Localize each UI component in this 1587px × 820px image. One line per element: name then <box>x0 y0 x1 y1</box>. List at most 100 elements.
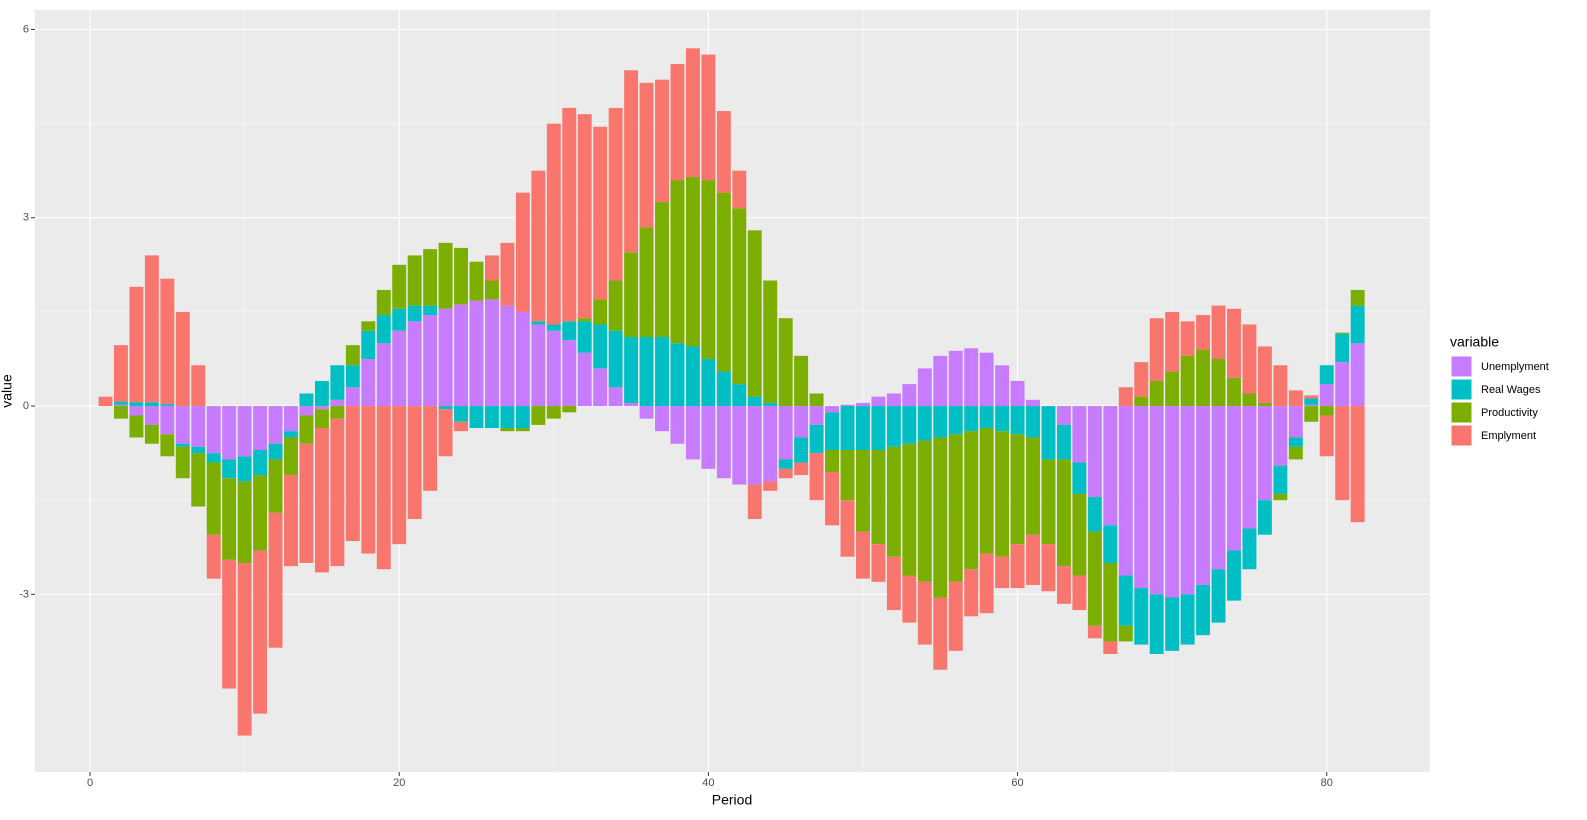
bar-segment <box>438 308 453 407</box>
x-tick-label: 0 <box>87 777 93 789</box>
bar-segment <box>1304 398 1319 405</box>
bar-segment <box>485 280 499 300</box>
bar-segment <box>345 387 360 407</box>
bar-segment <box>531 324 546 407</box>
bar-segment <box>454 421 469 432</box>
bar-segment <box>361 406 376 554</box>
bar-segment <box>253 475 268 551</box>
bar-segment <box>129 402 144 407</box>
bar-segment <box>237 456 252 482</box>
bar-segment <box>1180 355 1195 407</box>
legend-label: Unemplyment <box>1481 361 1549 373</box>
bar-segment <box>376 315 391 344</box>
bar-segment <box>253 550 268 714</box>
bar-segment <box>763 406 778 482</box>
bar-segment <box>485 299 499 407</box>
bar-segment <box>964 406 979 432</box>
bar-segment <box>902 384 917 407</box>
bar-segment <box>995 406 1010 432</box>
bar-segment <box>1010 544 1025 589</box>
bar-segment <box>175 443 190 447</box>
bar-segment <box>562 107 577 322</box>
bar-segment <box>655 79 669 203</box>
bar-segment <box>1227 377 1241 407</box>
bar-segment <box>1149 318 1164 381</box>
bar-segment <box>191 406 206 447</box>
bar-segment <box>392 406 407 545</box>
bar-segment <box>1056 459 1071 567</box>
bar-segment <box>1273 406 1288 466</box>
bar-segment <box>809 424 824 454</box>
bar-segment <box>670 63 685 181</box>
bar-segment <box>732 406 747 485</box>
bar-segment <box>840 500 855 557</box>
bar-segment <box>1118 625 1133 642</box>
bar-segment <box>191 365 206 407</box>
x-tick-label: 20 <box>393 777 405 789</box>
bar-segment <box>222 559 237 689</box>
bar-segment <box>1026 406 1040 438</box>
legend-key <box>1450 378 1473 401</box>
legend-label: Emplyment <box>1481 430 1536 442</box>
bar-segment <box>546 330 561 407</box>
bar-segment <box>624 70 639 253</box>
bar-segment <box>732 384 747 407</box>
bar-segment <box>1165 371 1180 407</box>
bar-segment <box>1227 406 1241 551</box>
bar-segment <box>778 318 793 407</box>
bar-segment <box>515 406 530 429</box>
bar-segment <box>253 450 268 476</box>
bar-segment <box>902 443 917 576</box>
bar-segment <box>160 406 175 435</box>
bars <box>98 48 1365 736</box>
bar-segment <box>624 402 639 407</box>
bar-segment <box>454 304 469 407</box>
bar-segment <box>1335 406 1350 501</box>
bar-segment <box>979 553 994 614</box>
bar-segment <box>144 406 159 425</box>
bar-segment <box>175 406 190 444</box>
bar-segment <box>1072 575 1087 611</box>
bar-segment <box>160 404 175 407</box>
bar-segment <box>129 406 144 416</box>
bar-segment <box>392 308 407 331</box>
legend-key <box>1450 424 1473 447</box>
bar-segment <box>515 192 530 312</box>
bar-segment <box>330 365 345 400</box>
bar-segment <box>1227 550 1241 601</box>
bar-segment <box>886 406 901 447</box>
bar-segment <box>1056 406 1071 425</box>
x-tick-label: 40 <box>702 777 714 789</box>
bar-segment <box>1211 569 1226 623</box>
bar-segment <box>979 352 994 407</box>
bar-segment <box>979 428 994 554</box>
bar-segment <box>407 255 422 306</box>
bar-segment <box>175 446 190 479</box>
bar-segment <box>1196 584 1211 636</box>
legend-key <box>1450 355 1473 378</box>
y-tick-label: 0 <box>23 400 29 412</box>
bar-segment <box>917 368 932 407</box>
bar-segment <box>886 556 901 611</box>
bar-segment <box>1227 308 1241 378</box>
bar-segment <box>809 393 824 407</box>
bar-segment <box>1180 406 1195 595</box>
bar-segment <box>1118 575 1133 626</box>
bar-segment <box>778 406 793 460</box>
bar-segment <box>1319 406 1334 416</box>
bar-segment <box>778 459 793 469</box>
bar-segment <box>1134 396 1149 407</box>
bar-segment <box>144 424 159 444</box>
bar-segment <box>1304 395 1319 399</box>
bar-segment <box>469 406 484 429</box>
bar-segment <box>732 170 747 209</box>
bar-segment <box>1242 393 1257 407</box>
bar-segment <box>500 428 515 432</box>
bar-segment <box>113 406 128 419</box>
bar-segment <box>794 406 809 438</box>
bar-segment <box>964 431 979 570</box>
bar-segment <box>732 208 747 385</box>
bar-segment <box>438 409 453 457</box>
bar-segment <box>1103 406 1118 526</box>
bar-segment <box>1026 437 1040 535</box>
